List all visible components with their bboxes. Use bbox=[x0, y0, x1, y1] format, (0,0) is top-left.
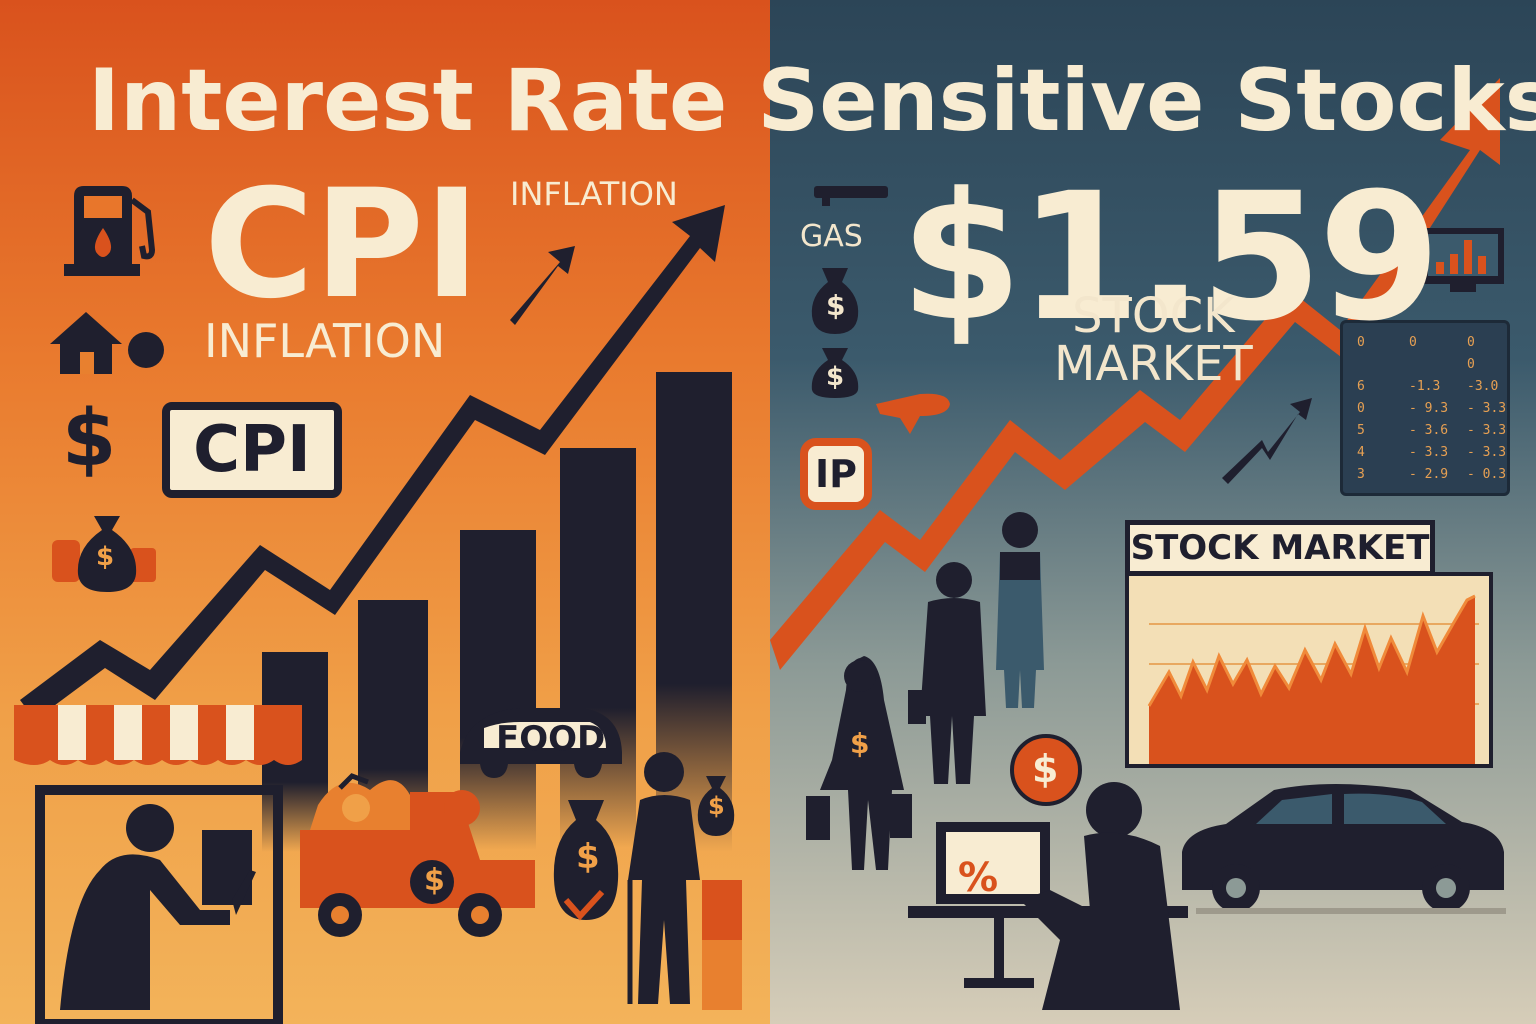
house-icon bbox=[50, 312, 164, 374]
laptop-percent: % bbox=[958, 855, 999, 901]
cpi-heading: CPI bbox=[204, 158, 480, 332]
stock-market-chart-card: STOCK MARKET bbox=[1125, 520, 1495, 770]
ticker-cell-a: 5 bbox=[1357, 423, 1365, 438]
ticker-cell-b: - 2.9 bbox=[1409, 467, 1449, 482]
coin-icon bbox=[1010, 734, 1082, 806]
ticker-cell-a: 3 bbox=[1357, 467, 1365, 482]
stock-market-chart-lines bbox=[1147, 594, 1479, 764]
bag-dollar-3: $ bbox=[826, 362, 845, 392]
truck-dollar: $ bbox=[424, 863, 445, 898]
ticker-row: 0 - 9.3 - 3.3 bbox=[1343, 401, 1513, 421]
ticker-cell-b: -1.3 bbox=[1409, 379, 1441, 394]
money-bag-icon bbox=[52, 516, 156, 592]
inflation-heading: INFLATION bbox=[204, 314, 446, 368]
page-title: Interest Rate Sensitive Stocks bbox=[88, 51, 1536, 151]
ticker-cell-a: 6 bbox=[1357, 379, 1365, 394]
person-icon-4 bbox=[806, 656, 912, 870]
ticker-cell-b: - 9.3 bbox=[1409, 401, 1449, 416]
truck-icon bbox=[300, 773, 535, 937]
food-label: FOOD bbox=[496, 719, 606, 759]
cpi-box-label: CPI bbox=[162, 402, 342, 498]
ticker-cell-c: -3.0 bbox=[1467, 379, 1499, 394]
ticker-row: 0 0 0 bbox=[1343, 335, 1513, 355]
right-rising-arrow bbox=[770, 78, 1500, 670]
person-icon-3 bbox=[996, 512, 1044, 708]
ticker-row: 6 -1.3 -3.0 bbox=[1343, 379, 1513, 399]
left-small-arrow bbox=[510, 246, 575, 325]
ticker-cell-a: 0 bbox=[1357, 335, 1365, 350]
stock-market-chart-title: STOCK MARKET bbox=[1125, 520, 1435, 576]
ticker-row: 0 bbox=[1343, 357, 1513, 377]
ticker-cell-a: 0 bbox=[1357, 401, 1365, 416]
ticker-cell-b: - 3.6 bbox=[1409, 423, 1449, 438]
car-icon bbox=[1182, 784, 1506, 914]
bag-dollar: $ bbox=[576, 837, 600, 877]
bag-dollar-2: $ bbox=[826, 289, 846, 322]
ticker-cell-c: - 0.3 bbox=[1467, 467, 1507, 482]
price-value: $1.59 bbox=[900, 155, 1441, 360]
tag-icon bbox=[876, 393, 950, 434]
ticker-cell-c: - 3.3 bbox=[1467, 445, 1507, 460]
monitor-icon bbox=[1422, 228, 1504, 292]
ticker-cell-b: 0 bbox=[1409, 335, 1417, 350]
coin-dollar: $ bbox=[1032, 747, 1059, 791]
left-rising-arrow bbox=[20, 205, 725, 720]
ticker-cell-c: - 3.3 bbox=[1467, 423, 1507, 438]
stock-market-heading: STOCK MARKET bbox=[1054, 288, 1253, 392]
ticker-cell-c: - 3.3 bbox=[1467, 401, 1507, 416]
right-small-arrow bbox=[1222, 398, 1312, 484]
ticker-cell-c: 0 bbox=[1467, 335, 1475, 350]
inflation-label: INFLATION bbox=[510, 175, 678, 213]
person-icon-2 bbox=[908, 562, 986, 784]
money-bag-check-icon bbox=[553, 800, 619, 921]
ticker-row: 4 - 3.3 - 3.3 bbox=[1343, 445, 1513, 465]
ip-badge: IP bbox=[800, 438, 872, 510]
ticker-cell-b: - 3.3 bbox=[1409, 445, 1449, 460]
gas-handle-icon bbox=[814, 186, 888, 198]
money-bag-icon-2 bbox=[811, 268, 859, 398]
ticker-cell-a: 4 bbox=[1357, 445, 1365, 460]
ticker-board: 0 0 0 0 6 -1.3 -3.0 0 - 9.3 - 3.3 5 - 3.6 - 3.3 4 - 3.… bbox=[1340, 320, 1510, 496]
storefront-icon bbox=[14, 705, 302, 1024]
gas-label: GAS bbox=[800, 219, 863, 254]
dollar-icon: $ bbox=[62, 394, 117, 484]
stock-market-chart bbox=[1125, 572, 1493, 768]
person-icon bbox=[627, 752, 742, 1010]
person-dollar: $ bbox=[850, 727, 870, 760]
ticker-row: 3 - 2.9 - 0.3 bbox=[1343, 467, 1513, 487]
small-bag-dollar: $ bbox=[708, 792, 725, 820]
laptop-icon bbox=[908, 782, 1188, 1010]
ticker-cell-c: 0 bbox=[1467, 357, 1475, 372]
gas-pump-icon bbox=[64, 186, 156, 276]
ticker-row: 5 - 3.6 - 3.3 bbox=[1343, 423, 1513, 443]
money-bag-dollar: $ bbox=[96, 542, 115, 572]
